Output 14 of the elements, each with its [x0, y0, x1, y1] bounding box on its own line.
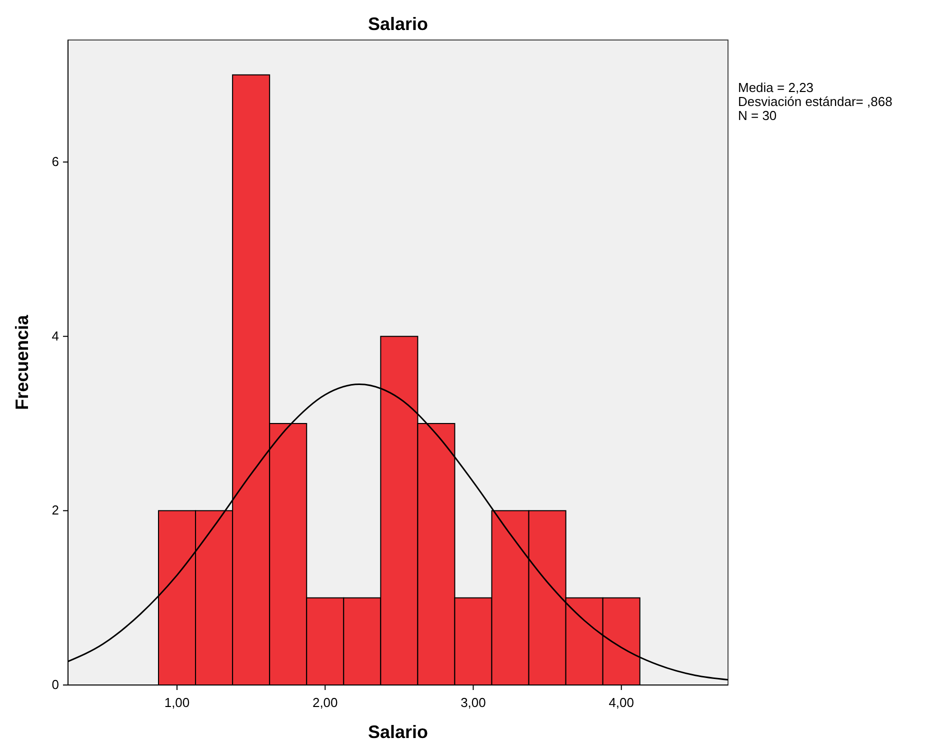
x-axis-title: Salario	[368, 722, 428, 742]
text: Media = 2,23	[738, 80, 814, 95]
x-tick-label: 3,00	[460, 695, 486, 710]
text: N = 30	[738, 108, 777, 123]
y-tick-label: 4	[52, 328, 59, 344]
y-tick-label: 0	[52, 677, 59, 692]
y-axis-title: Frecuencia	[12, 314, 32, 410]
x-tick-label: 1,00	[164, 695, 190, 710]
y-tick-label: 2	[52, 502, 59, 518]
x-tick-label: 2,00	[312, 695, 338, 710]
chart-title: Salario	[368, 14, 428, 34]
y-tick-label: 6	[52, 154, 59, 170]
text: Desviación estándar= ,868	[738, 94, 892, 109]
x-tick-label: 4,00	[608, 695, 634, 710]
